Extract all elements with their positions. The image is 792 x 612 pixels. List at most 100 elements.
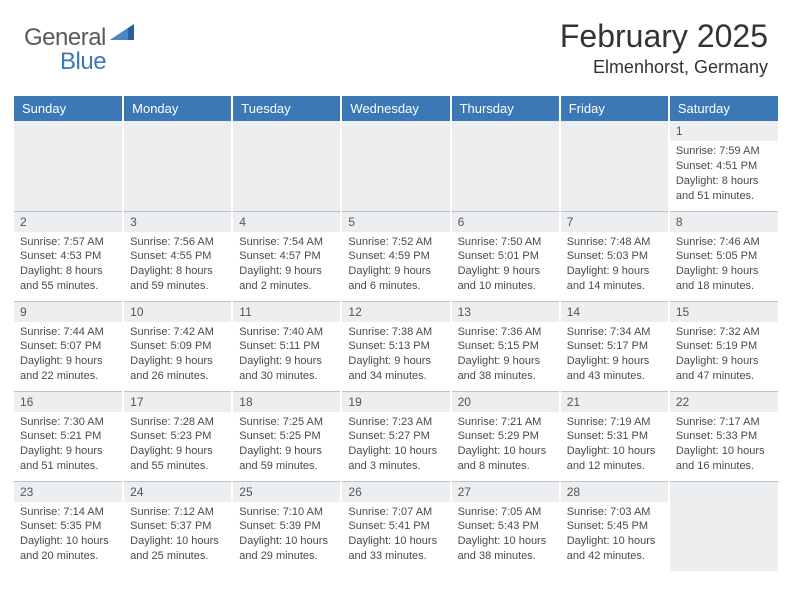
sunrise-line: Sunrise: 7:10 AM — [239, 505, 334, 520]
calendar-cell: 10Sunrise: 7:42 AMSunset: 5:09 PMDayligh… — [123, 301, 232, 391]
calendar-cell: 25Sunrise: 7:10 AMSunset: 5:39 PMDayligh… — [232, 481, 341, 571]
calendar-cell: 22Sunrise: 7:17 AMSunset: 5:33 PMDayligh… — [669, 391, 778, 481]
day-number: 8 — [670, 212, 778, 232]
calendar-cell: 7Sunrise: 7:48 AMSunset: 5:03 PMDaylight… — [560, 211, 669, 301]
daylight-line: Daylight: 10 hours and 20 minutes. — [20, 534, 116, 564]
sunrise-line: Sunrise: 7:17 AM — [676, 415, 772, 430]
calendar-cell: 18Sunrise: 7:25 AMSunset: 5:25 PMDayligh… — [232, 391, 341, 481]
triangle-icon — [110, 22, 136, 47]
calendar-cell: 21Sunrise: 7:19 AMSunset: 5:31 PMDayligh… — [560, 391, 669, 481]
day-number: 22 — [670, 392, 778, 412]
calendar-cell: 27Sunrise: 7:05 AMSunset: 5:43 PMDayligh… — [451, 481, 560, 571]
calendar-cell — [232, 121, 341, 211]
daylight-line: Daylight: 10 hours and 12 minutes. — [567, 444, 662, 474]
calendar-cell: 12Sunrise: 7:38 AMSunset: 5:13 PMDayligh… — [341, 301, 450, 391]
day-number: 6 — [452, 212, 559, 232]
sunrise-line: Sunrise: 7:42 AM — [130, 325, 225, 340]
calendar-cell — [14, 121, 123, 211]
calendar-cell: 8Sunrise: 7:46 AMSunset: 5:05 PMDaylight… — [669, 211, 778, 301]
day-content: Sunrise: 7:10 AMSunset: 5:39 PMDaylight:… — [233, 502, 340, 570]
title-block: February 2025 Elmenhorst, Germany — [560, 18, 768, 78]
daylight-line: Daylight: 10 hours and 29 minutes. — [239, 534, 334, 564]
day-number: 17 — [124, 392, 231, 412]
day-content: Sunrise: 7:36 AMSunset: 5:15 PMDaylight:… — [452, 322, 559, 390]
sunrise-line: Sunrise: 7:56 AM — [130, 235, 225, 250]
day-number: 27 — [452, 482, 559, 502]
daylight-line: Daylight: 10 hours and 38 minutes. — [458, 534, 553, 564]
daylight-line: Daylight: 10 hours and 8 minutes. — [458, 444, 553, 474]
day-number: 28 — [561, 482, 668, 502]
sunset-line: Sunset: 5:05 PM — [676, 249, 772, 264]
weekday-header: Wednesday — [341, 96, 450, 121]
daylight-line: Daylight: 10 hours and 42 minutes. — [567, 534, 662, 564]
day-content: Sunrise: 7:44 AMSunset: 5:07 PMDaylight:… — [14, 322, 122, 390]
sunset-line: Sunset: 5:27 PM — [348, 429, 443, 444]
daylight-line: Daylight: 9 hours and 26 minutes. — [130, 354, 225, 384]
daylight-line: Daylight: 9 hours and 14 minutes. — [567, 264, 662, 294]
sunset-line: Sunset: 5:07 PM — [20, 339, 116, 354]
sunset-line: Sunset: 5:17 PM — [567, 339, 662, 354]
day-content: Sunrise: 7:52 AMSunset: 4:59 PMDaylight:… — [342, 232, 449, 300]
calendar-cell: 16Sunrise: 7:30 AMSunset: 5:21 PMDayligh… — [14, 391, 123, 481]
calendar-cell: 3Sunrise: 7:56 AMSunset: 4:55 PMDaylight… — [123, 211, 232, 301]
sunrise-line: Sunrise: 7:14 AM — [20, 505, 116, 520]
day-number: 16 — [14, 392, 122, 412]
daylight-line: Daylight: 9 hours and 38 minutes. — [458, 354, 553, 384]
day-number: 13 — [452, 302, 559, 322]
calendar-cell: 23Sunrise: 7:14 AMSunset: 5:35 PMDayligh… — [14, 481, 123, 571]
day-number: 18 — [233, 392, 340, 412]
weekday-header: Monday — [123, 96, 232, 121]
calendar-cell — [451, 121, 560, 211]
day-number: 19 — [342, 392, 449, 412]
weekday-header: Tuesday — [232, 96, 341, 121]
header: General Blue February 2025 Elmenhorst, G… — [0, 0, 792, 86]
sunrise-line: Sunrise: 7:23 AM — [348, 415, 443, 430]
day-content: Sunrise: 7:32 AMSunset: 5:19 PMDaylight:… — [670, 322, 778, 390]
calendar-row: 23Sunrise: 7:14 AMSunset: 5:35 PMDayligh… — [14, 481, 778, 571]
day-number: 9 — [14, 302, 122, 322]
sunrise-line: Sunrise: 7:48 AM — [567, 235, 662, 250]
sunset-line: Sunset: 4:53 PM — [20, 249, 116, 264]
day-content: Sunrise: 7:57 AMSunset: 4:53 PMDaylight:… — [14, 232, 122, 300]
day-content: Sunrise: 7:54 AMSunset: 4:57 PMDaylight:… — [233, 232, 340, 300]
calendar-cell: 28Sunrise: 7:03 AMSunset: 5:45 PMDayligh… — [560, 481, 669, 571]
calendar-cell — [341, 121, 450, 211]
sunset-line: Sunset: 5:29 PM — [458, 429, 553, 444]
day-content: Sunrise: 7:46 AMSunset: 5:05 PMDaylight:… — [670, 232, 778, 300]
daylight-line: Daylight: 9 hours and 34 minutes. — [348, 354, 443, 384]
page-title: February 2025 — [560, 18, 768, 55]
day-number: 15 — [670, 302, 778, 322]
day-content: Sunrise: 7:34 AMSunset: 5:17 PMDaylight:… — [561, 322, 668, 390]
sunrise-line: Sunrise: 7:34 AM — [567, 325, 662, 340]
day-number: 10 — [124, 302, 231, 322]
daylight-line: Daylight: 9 hours and 51 minutes. — [20, 444, 116, 474]
day-content: Sunrise: 7:42 AMSunset: 5:09 PMDaylight:… — [124, 322, 231, 390]
day-content: Sunrise: 7:03 AMSunset: 5:45 PMDaylight:… — [561, 502, 668, 570]
day-content: Sunrise: 7:40 AMSunset: 5:11 PMDaylight:… — [233, 322, 340, 390]
day-content: Sunrise: 7:59 AMSunset: 4:51 PMDaylight:… — [670, 141, 778, 209]
sunset-line: Sunset: 4:51 PM — [676, 159, 772, 174]
sunset-line: Sunset: 5:45 PM — [567, 519, 662, 534]
sunset-line: Sunset: 5:09 PM — [130, 339, 225, 354]
calendar-cell — [669, 481, 778, 571]
sunrise-line: Sunrise: 7:57 AM — [20, 235, 116, 250]
weekday-header: Saturday — [669, 96, 778, 121]
sunrise-line: Sunrise: 7:12 AM — [130, 505, 225, 520]
sunset-line: Sunset: 5:13 PM — [348, 339, 443, 354]
day-number: 4 — [233, 212, 340, 232]
day-number: 14 — [561, 302, 668, 322]
sunset-line: Sunset: 5:03 PM — [567, 249, 662, 264]
day-number: 2 — [14, 212, 122, 232]
calendar-row: 9Sunrise: 7:44 AMSunset: 5:07 PMDaylight… — [14, 301, 778, 391]
location-label: Elmenhorst, Germany — [560, 57, 768, 78]
day-number: 26 — [342, 482, 449, 502]
sunset-line: Sunset: 5:25 PM — [239, 429, 334, 444]
day-number: 21 — [561, 392, 668, 412]
sunset-line: Sunset: 5:11 PM — [239, 339, 334, 354]
day-content: Sunrise: 7:17 AMSunset: 5:33 PMDaylight:… — [670, 412, 778, 480]
day-content: Sunrise: 7:50 AMSunset: 5:01 PMDaylight:… — [452, 232, 559, 300]
sunrise-line: Sunrise: 7:44 AM — [20, 325, 116, 340]
day-content: Sunrise: 7:21 AMSunset: 5:29 PMDaylight:… — [452, 412, 559, 480]
sunrise-line: Sunrise: 7:21 AM — [458, 415, 553, 430]
day-content: Sunrise: 7:38 AMSunset: 5:13 PMDaylight:… — [342, 322, 449, 390]
